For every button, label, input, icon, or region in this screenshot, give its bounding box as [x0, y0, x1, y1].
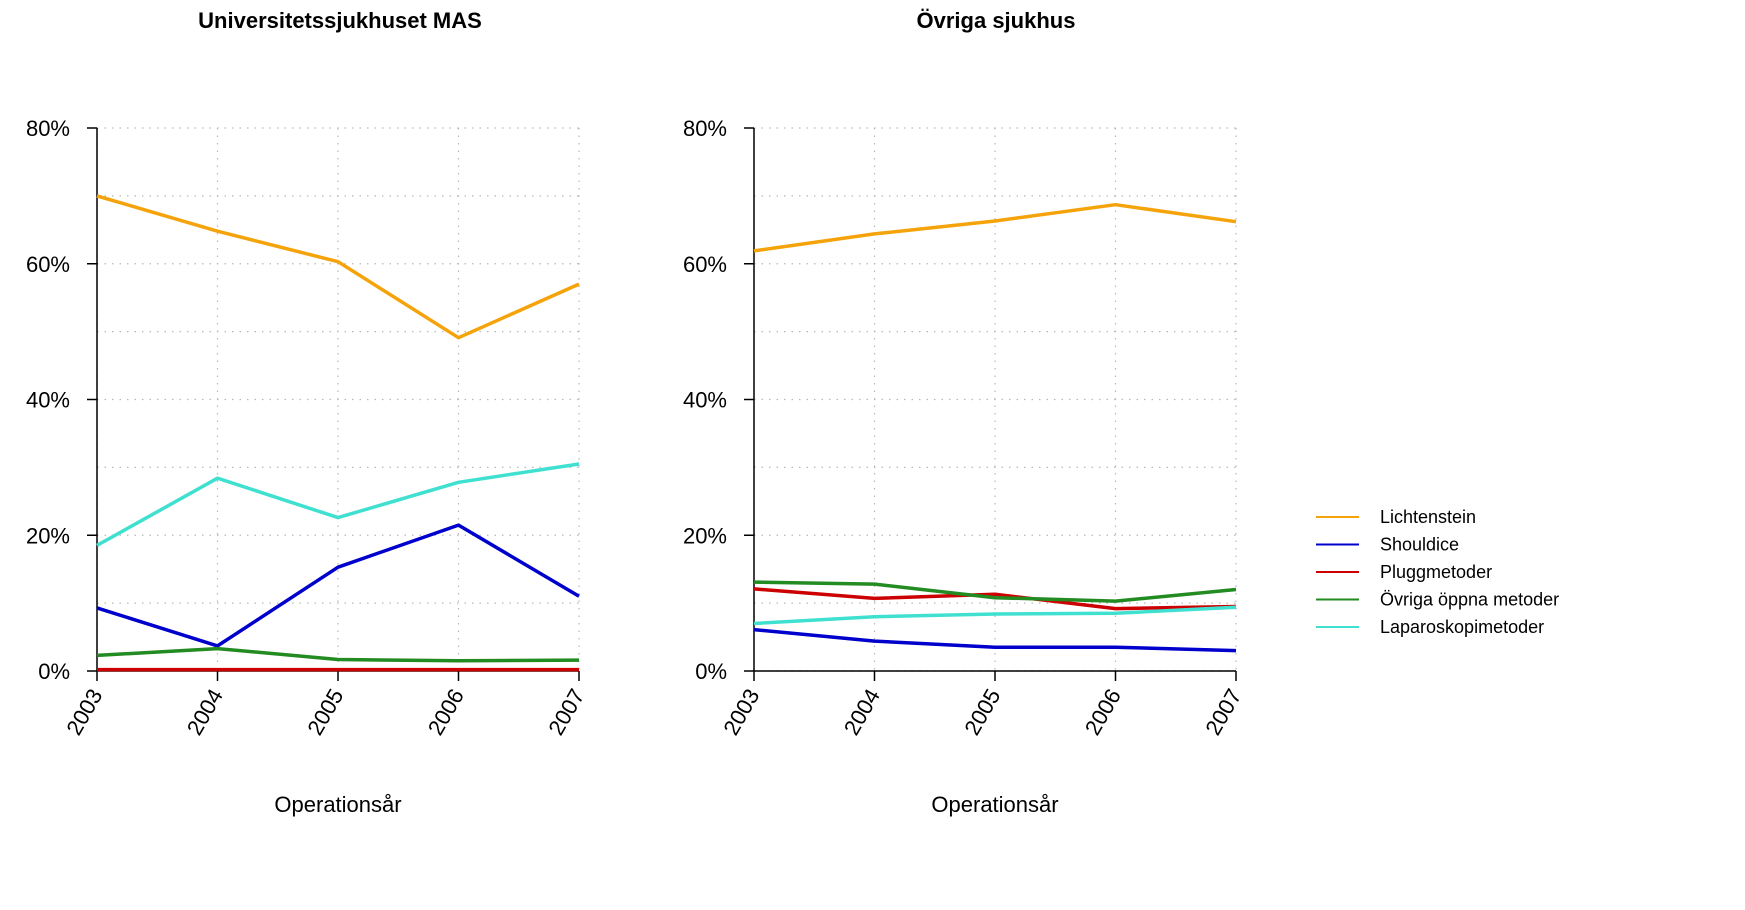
y-tick-label: 80%: [683, 116, 727, 141]
series-line-vriga-ppna-metoder: [753, 580, 1237, 603]
series-line-pluggmetoder: [753, 587, 1237, 611]
series-line-laparoskopimetoder: [753, 605, 1237, 626]
legend-label: Laparoskopimetoder: [1380, 617, 1544, 637]
series-line-lichtenstein: [96, 194, 580, 340]
y-tick-label: 60%: [26, 252, 70, 277]
chart-panel-1: Universitetssjukhuset MAS 0% 20% 40% 60% 80% 2…: [26, 8, 589, 817]
x-tick-label: 2005: [959, 685, 1005, 740]
x-tick-label: 2006: [1080, 685, 1126, 740]
series-line-shouldice: [96, 523, 580, 648]
grid: [753, 127, 1237, 672]
chart-panel-2: Övriga sjukhus 0% 20% 40% 60% 80% 2003 2004 2005…: [683, 8, 1246, 817]
legend-label: Övriga öppna metoder: [1380, 590, 1559, 610]
x-tick-label: 2006: [423, 685, 469, 740]
x-tick-label: 2004: [182, 685, 228, 740]
legend-label: Lichtenstein: [1380, 507, 1476, 527]
x-tick-label: 2007: [1200, 685, 1246, 740]
y-tick-label: 40%: [26, 388, 70, 413]
y-tick-label: 60%: [683, 252, 727, 277]
series-line-laparoskopimetoder: [96, 462, 580, 547]
series-line-shouldice: [753, 627, 1237, 653]
chart-title: Övriga sjukhus: [917, 8, 1076, 33]
x-axis-label: Operationsår: [274, 792, 401, 817]
y-tick-label: 20%: [683, 523, 727, 548]
y-tick-label: 0%: [38, 659, 70, 684]
legend: Lichtenstein Shouldice Pluggmetoder Övriga …: [1316, 507, 1559, 637]
y-tick-label: 20%: [26, 523, 70, 548]
x-tick-label: 2004: [839, 685, 885, 740]
legend-label: Pluggmetoder: [1380, 562, 1492, 582]
y-tick-label: 80%: [26, 116, 70, 141]
chart-title: Universitetssjukhuset MAS: [198, 8, 482, 33]
x-tick-label: 2003: [61, 685, 107, 740]
series-line-vriga-ppna-metoder: [96, 646, 580, 663]
y-tick-label: 0%: [695, 659, 727, 684]
x-axis-label: Operationsår: [931, 792, 1058, 817]
y-tick-label: 40%: [683, 388, 727, 413]
x-tick-label: 2005: [302, 685, 348, 740]
x-tick-label: 2003: [718, 685, 764, 740]
legend-label: Shouldice: [1380, 535, 1459, 555]
series-line-lichtenstein: [753, 202, 1237, 253]
x-tick-label: 2007: [543, 685, 589, 740]
grid: [96, 127, 580, 672]
